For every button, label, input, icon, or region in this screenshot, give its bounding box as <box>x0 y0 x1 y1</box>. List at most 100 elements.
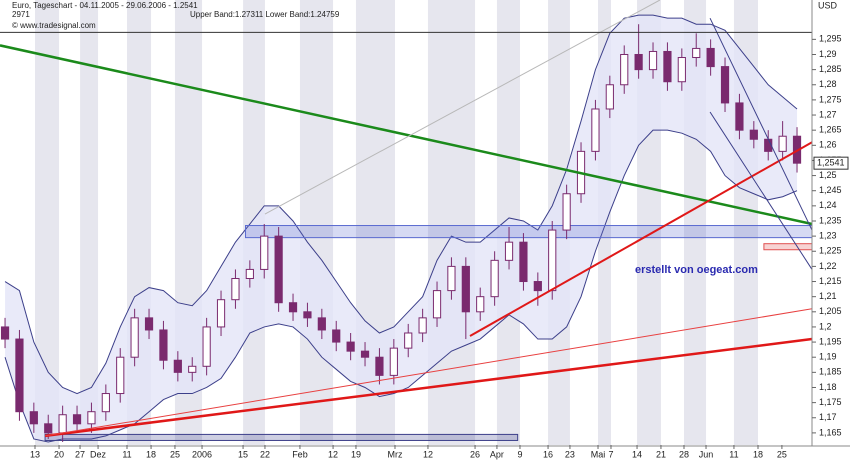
candle-body <box>87 411 96 425</box>
candle-body <box>303 311 312 319</box>
annotation: erstellt von oegeat.com <box>635 264 758 276</box>
y-tick-label: 1,295 <box>819 34 842 44</box>
x-tick-label: 15 <box>238 449 248 459</box>
y-tick-label: 1,26 <box>819 140 837 150</box>
axes: 13 20 27 Dez 11 18 25 2006 15 22 Feb 12 19 Mrz 12 26 Apr… <box>30 34 849 459</box>
trendline <box>0 44 813 226</box>
y-tick-label: 1,215 <box>819 276 842 286</box>
zone <box>245 225 813 239</box>
candle-body <box>476 296 485 313</box>
y-tick-label: 1,225 <box>819 246 842 256</box>
candle-body <box>634 53 643 71</box>
y-unit-label: USD <box>818 0 838 10</box>
candle-body <box>749 129 758 140</box>
y-tick-label: 1,21 <box>819 291 837 301</box>
upper-band <box>4 14 798 395</box>
last-price-label: 1,2541 <box>817 158 845 168</box>
y-tick-label: 1,24 <box>819 200 837 210</box>
candle-body <box>231 278 240 301</box>
zone <box>763 243 813 251</box>
x-tick-label: 2006 <box>192 449 212 459</box>
candle-body <box>389 347 398 376</box>
trendline <box>264 0 661 215</box>
y-tick-label: 1,195 <box>819 336 842 346</box>
x-tick-label: 27 <box>75 449 85 459</box>
candle-body <box>663 50 672 83</box>
candle-body <box>677 57 686 83</box>
stripe <box>299 0 334 445</box>
x-tick-label: 16 <box>543 449 553 459</box>
candle-body <box>562 193 571 231</box>
candle-body <box>375 356 384 376</box>
x-tick-label: Mai <box>591 449 606 459</box>
candle-body <box>332 329 341 343</box>
candle-body <box>778 135 787 152</box>
y-tick-label: 1,265 <box>819 125 842 135</box>
x-tick-label: 28 <box>679 449 689 459</box>
candle-body <box>346 341 355 352</box>
x-tick-label: 9 <box>517 449 522 459</box>
candle-body <box>116 356 125 395</box>
y-tick-label: 1,18 <box>819 382 837 392</box>
candle-body <box>692 47 701 59</box>
y-tick-label: 1,28 <box>819 79 837 89</box>
candle-body <box>44 423 53 434</box>
candle-body <box>648 50 658 71</box>
x-tick-label: Dez <box>90 449 107 459</box>
candle-body <box>447 265 456 292</box>
candle-body <box>159 329 168 361</box>
candle-body <box>533 281 542 292</box>
x-tick-label: 11 <box>122 449 131 459</box>
candle-body <box>519 241 528 283</box>
candle-body <box>29 411 38 425</box>
candle-body <box>202 326 211 367</box>
y-tick-label: 1,17 <box>819 412 837 422</box>
candle-body <box>130 317 139 358</box>
x-tick-label: 23 <box>565 449 575 459</box>
subtitle: Upper Band:1.27311 Lower Band:1.24759 <box>190 10 340 19</box>
x-tick-label: 25 <box>777 449 787 459</box>
last-price-box <box>813 156 849 170</box>
candle-body <box>72 414 82 425</box>
candle-body <box>58 414 67 434</box>
candle-body <box>216 299 226 328</box>
candle-body <box>188 365 197 373</box>
y-tick-label: 1,19 <box>819 352 837 362</box>
candle-body <box>461 265 470 313</box>
candle-body <box>245 268 254 280</box>
x-tick-label: 14 <box>632 449 642 459</box>
candle-body <box>360 350 370 358</box>
trendline <box>44 337 813 438</box>
y-tick-label: 1,245 <box>819 185 842 195</box>
candle-body <box>432 290 442 319</box>
x-tick-label: 19 <box>351 449 361 459</box>
candle-body <box>173 359 182 373</box>
candle-body <box>274 235 283 304</box>
candle-body <box>706 47 715 68</box>
x-tick-label: Feb <box>292 449 308 459</box>
candle-body <box>605 84 614 110</box>
x-tick-label: 11 <box>729 449 738 459</box>
candle-body <box>0 326 10 340</box>
y-tick-label: 1,22 <box>819 261 837 271</box>
y-tick-label: 1,235 <box>819 215 842 225</box>
y-tick-label: 1,2 <box>819 321 832 331</box>
y-tick-label: 1,29 <box>819 49 837 59</box>
y-tick-label: 1,25 <box>819 170 837 180</box>
x-tick-label: 12 <box>423 449 433 459</box>
x-tick-label: Apr <box>490 449 504 459</box>
candle-body <box>720 66 730 104</box>
x-tick-label: 18 <box>146 449 156 459</box>
y-tick-label: 1,275 <box>819 94 842 104</box>
candle-body <box>144 317 154 331</box>
x-tick-label: 7 <box>608 449 613 459</box>
candle-body <box>260 235 269 270</box>
x-tick-label: 22 <box>260 449 270 459</box>
trendline <box>709 17 813 231</box>
candle-body <box>404 332 413 349</box>
candle-body <box>101 393 110 413</box>
candle-body <box>735 102 744 131</box>
candle-body <box>288 302 298 313</box>
candle-body <box>418 317 427 334</box>
y-tick-label: 1,165 <box>819 427 842 437</box>
